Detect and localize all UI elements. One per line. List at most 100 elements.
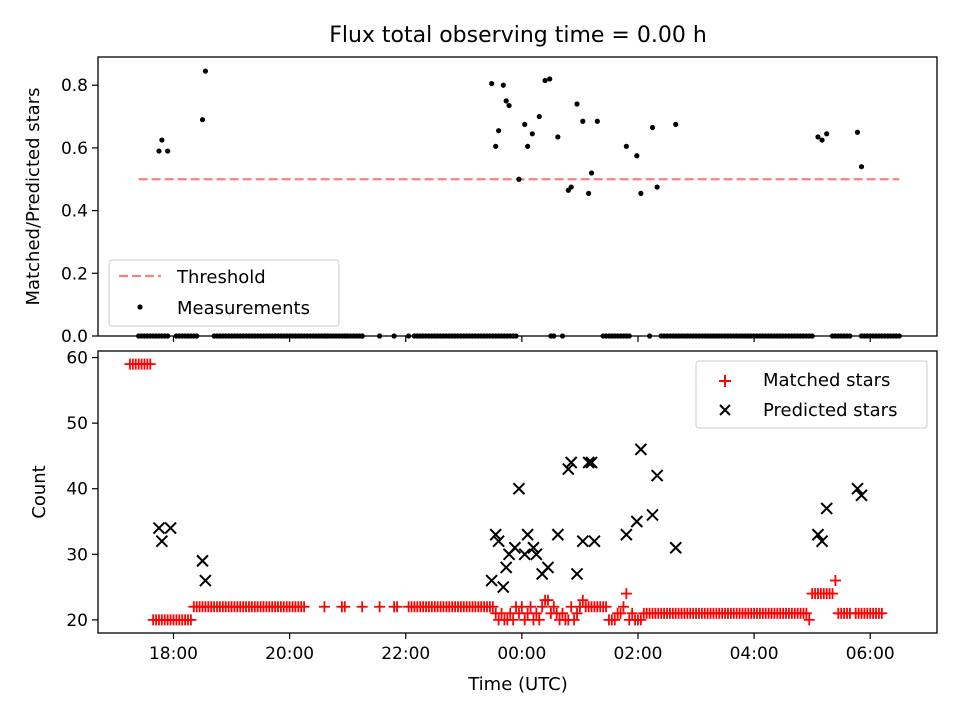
matched-star-marker <box>876 607 888 619</box>
measurements-legend-label: Measurements <box>177 298 310 319</box>
measurement-point <box>506 102 512 109</box>
predicted-star-marker <box>669 541 682 554</box>
matched-star-marker <box>826 588 838 600</box>
measurement-point <box>165 148 171 154</box>
measurement-point <box>199 117 206 123</box>
predicted-star-marker <box>521 528 534 541</box>
measurement-point <box>858 164 865 170</box>
matched-star-marker <box>298 601 310 613</box>
measurement-point <box>156 148 162 154</box>
predicted-star-marker <box>576 534 590 548</box>
x-tick-label: 00:00 <box>497 644 546 664</box>
measurement-point <box>202 68 209 74</box>
matched-star-marker <box>617 601 629 613</box>
matched-legend-marker <box>719 375 731 387</box>
measurement-point <box>634 153 640 159</box>
y-tick-label: 60 <box>66 349 88 369</box>
predicted-star-marker <box>497 580 510 594</box>
predicted-star-marker <box>570 567 584 581</box>
x-tick-label: 18:00 <box>149 644 198 664</box>
matched-star-marker <box>374 601 386 613</box>
matched-star-marker <box>577 594 589 606</box>
predicted-star-marker <box>155 534 169 548</box>
matched-star-marker <box>487 601 499 613</box>
predicted-star-marker <box>562 462 575 476</box>
matched-star-marker <box>339 601 351 613</box>
x-tick-label: 22:00 <box>381 644 430 664</box>
matched-star-marker <box>600 601 612 613</box>
measurements-legend-marker <box>137 304 143 310</box>
count-legend: Matched stars Predicted stars <box>695 360 928 429</box>
y-tick-label: 40 <box>66 480 88 500</box>
ratio-panel-frame <box>97 56 938 337</box>
threshold-legend-label: Threshold <box>176 267 266 288</box>
ratio-legend: Threshold Measurements <box>108 259 340 327</box>
predicted-legend-label: Predicted stars <box>763 400 897 421</box>
matched-star-marker <box>548 601 560 613</box>
measurement-point <box>673 121 679 127</box>
predicted-star-marker <box>585 456 598 469</box>
predicted-star-marker <box>815 534 829 548</box>
predicted-star-marker <box>551 528 565 541</box>
measurement-point <box>568 184 574 190</box>
matched-star-marker <box>571 607 583 619</box>
predicted-star-marker <box>646 508 659 522</box>
predicted-star-marker <box>492 534 505 548</box>
matched-star-marker <box>568 614 580 626</box>
matched-star-marker <box>615 607 627 619</box>
matched-star-marker <box>635 614 647 626</box>
matched-star-marker <box>356 601 368 613</box>
measurement-point <box>542 77 548 84</box>
count-panel-frame <box>97 350 938 634</box>
matched-star-marker <box>803 614 815 626</box>
ratio-legend-box <box>108 259 340 327</box>
predicted-star-marker <box>499 561 513 574</box>
measurement-point <box>496 128 502 134</box>
matched-star-marker <box>542 594 554 606</box>
predicted-star-marker <box>588 534 601 548</box>
predicted-star-marker <box>485 574 498 587</box>
predicted-star-marker <box>530 548 543 561</box>
measurement-point <box>815 134 821 140</box>
measurement-point <box>555 134 561 140</box>
measurement-point <box>529 131 535 137</box>
predicted-star-marker <box>518 548 531 561</box>
matched-star-marker <box>185 614 197 626</box>
measurement-point <box>588 170 595 176</box>
measurement-point <box>638 190 644 196</box>
measurement-point <box>574 101 580 107</box>
predicted-star-marker <box>855 489 868 502</box>
predicted-star-marker <box>851 482 864 495</box>
matched-star-marker <box>829 575 841 587</box>
y-tick-label: 0.2 <box>61 264 88 284</box>
measurement-point <box>493 143 499 149</box>
matched-star-marker <box>533 614 545 626</box>
x-axis-label: Time (UTC) <box>467 674 568 695</box>
measurement-point <box>586 190 592 196</box>
predicted-star-marker <box>164 521 177 535</box>
predicted-star-marker <box>634 443 648 456</box>
predicted-star-marker <box>508 541 522 554</box>
measurement-point <box>503 98 509 104</box>
matched-star-marker <box>507 614 519 626</box>
measurement-point <box>525 143 531 149</box>
measurement-point <box>159 137 165 143</box>
measurement-point <box>522 121 528 127</box>
measurement-point <box>580 118 586 124</box>
measurement-point <box>547 76 553 82</box>
matched-legend-label: Matched stars <box>763 370 890 391</box>
x-tick-label: 04:00 <box>730 644 779 664</box>
measurement-point <box>594 118 600 124</box>
ratio-y-axis-label: Matched/Predicted stars <box>23 88 44 306</box>
measurement-point <box>649 124 656 131</box>
measurement-point <box>536 113 542 120</box>
x-tick-label: 20:00 <box>265 644 314 664</box>
predicted-star-marker <box>196 554 209 568</box>
chart-title: Flux total observing time = 0.00 h <box>329 23 707 48</box>
predicted-star-marker <box>512 482 526 495</box>
predicted-legend-marker <box>719 404 731 416</box>
matched-star-marker <box>536 601 548 613</box>
predicted-star-marker <box>620 528 633 541</box>
matched-star-marker <box>318 601 330 613</box>
